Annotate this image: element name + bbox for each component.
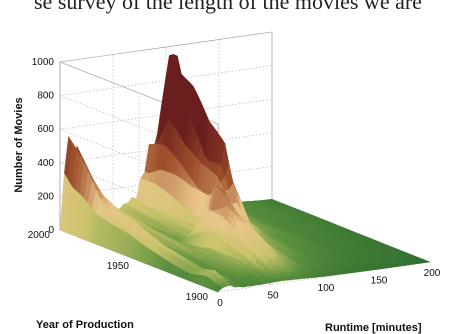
z-tick-label: 400 <box>37 158 54 169</box>
axes: 0200400600800100019001950200005010015020… <box>28 57 441 309</box>
x-tick-label: 50 <box>267 291 279 302</box>
z-tick-label: 600 <box>37 124 54 135</box>
caption-fragment: se survey of the length of the movies we… <box>34 0 422 14</box>
x-tick-label: 100 <box>318 283 335 294</box>
y-tick-label: 2000 <box>28 230 51 241</box>
z-tick-label: 0 <box>48 225 54 236</box>
x-tick-label: 0 <box>217 298 223 309</box>
y-tick-label: 1950 <box>107 261 130 272</box>
x-axis-label: Runtime [minutes] <box>325 322 422 334</box>
x-tick-label: 200 <box>424 268 441 279</box>
z-axis-label: Number of Movies <box>13 97 25 192</box>
surface-plot <box>59 54 431 293</box>
z-tick-label: 1000 <box>32 57 55 68</box>
y-axis-label: Year of Production <box>36 319 134 331</box>
surface-patch <box>213 284 223 293</box>
x-tick-label: 150 <box>371 276 388 287</box>
y-tick-label: 1900 <box>186 292 209 303</box>
z-tick-label: 800 <box>37 91 54 102</box>
z-tick-label: 200 <box>37 191 54 202</box>
